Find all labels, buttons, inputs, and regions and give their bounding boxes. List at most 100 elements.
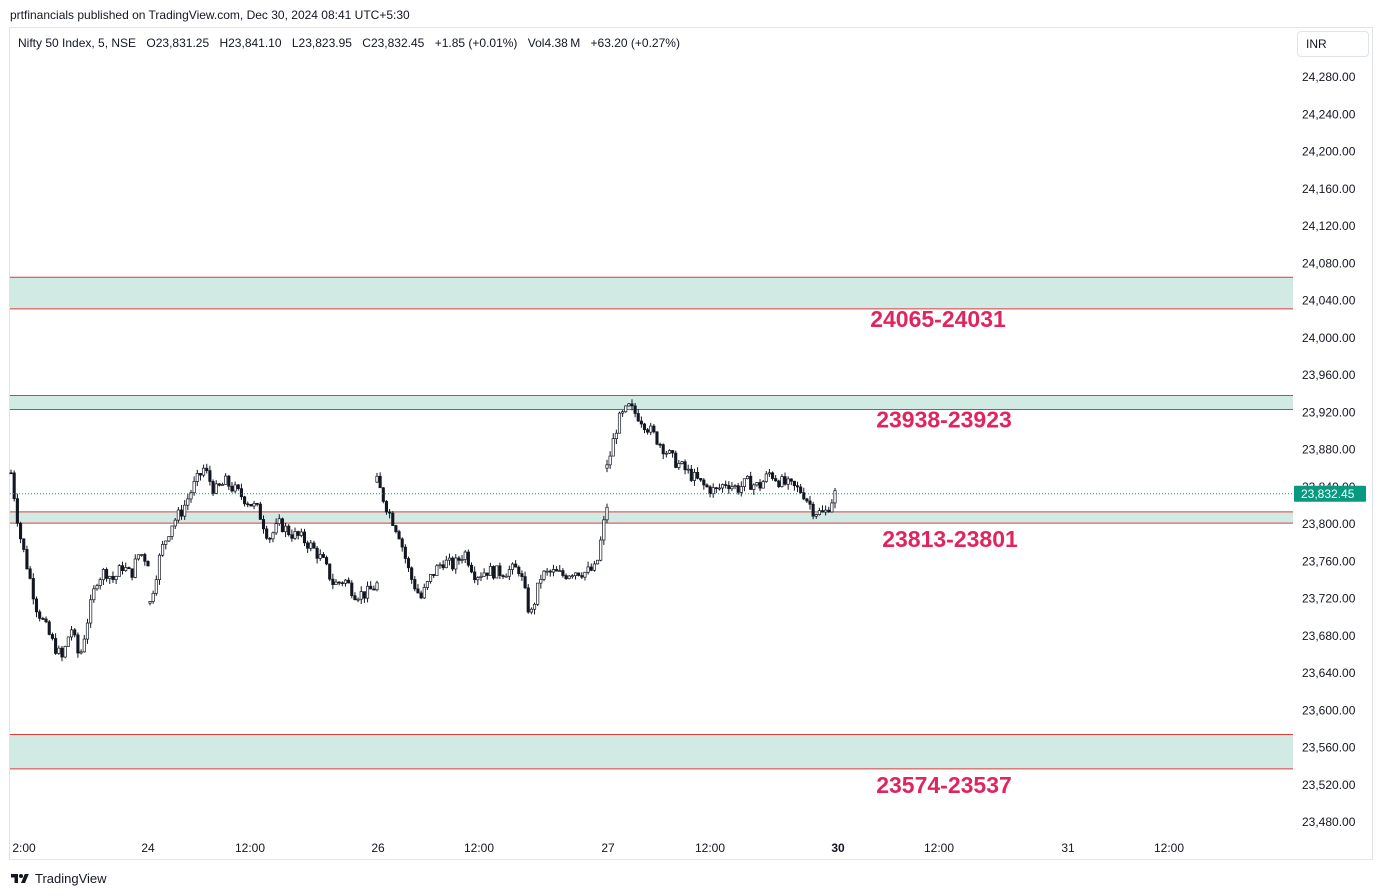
zone-label: 23938-23923	[876, 406, 1012, 432]
zone-label: 24065-24031	[870, 306, 1006, 332]
x-tick-label: 12:00	[695, 841, 725, 855]
candle-body	[274, 523, 278, 534]
candle-body	[63, 646, 67, 658]
x-tick-label: 30	[831, 841, 845, 855]
candle-body	[611, 438, 615, 457]
candle-body	[146, 560, 150, 567]
candle-body	[595, 559, 600, 565]
candle-body	[498, 565, 502, 576]
candle-body	[164, 540, 168, 545]
candle-body	[567, 575, 571, 579]
candle-body	[507, 569, 511, 577]
candle-body	[736, 485, 740, 493]
candle-body	[671, 450, 675, 454]
candle-body	[454, 557, 458, 570]
footer[interactable]: TradingView	[10, 871, 107, 886]
candle-body	[795, 485, 800, 488]
candle-body	[605, 464, 609, 469]
candle-body	[416, 588, 420, 594]
candle-body	[136, 554, 140, 560]
candle-body	[176, 509, 180, 521]
candle-body	[114, 576, 118, 580]
candle-body	[639, 420, 643, 425]
candle-body	[786, 478, 790, 485]
candle-body	[689, 468, 693, 481]
candle-body	[441, 564, 445, 569]
zone-label: 23574-23537	[876, 772, 1012, 798]
candle-body	[233, 484, 237, 492]
y-tick-label: 24,280.00	[1302, 70, 1356, 84]
candle-body	[120, 565, 125, 571]
x-tick-label: 12:00	[464, 841, 494, 855]
candle-body	[230, 485, 234, 492]
candle-body	[460, 559, 464, 561]
candle-body	[312, 542, 316, 549]
candle-body	[811, 503, 815, 517]
candle-body	[224, 475, 228, 485]
candle-body	[391, 512, 395, 526]
candle-body	[833, 490, 837, 504]
y-tick-label: 24,080.00	[1302, 256, 1356, 270]
candle-body	[820, 510, 825, 513]
candle-body	[542, 570, 546, 580]
candle-body	[95, 585, 99, 590]
candle-body	[830, 502, 834, 513]
candle-body	[551, 569, 555, 573]
candle-body	[183, 504, 187, 517]
y-tick-label: 23,600.00	[1302, 703, 1356, 717]
candle-body	[28, 568, 32, 579]
candle-body	[767, 472, 771, 475]
candle-body	[249, 504, 253, 507]
candle-body	[599, 539, 603, 561]
candle-body	[261, 519, 266, 530]
candle-body	[82, 638, 86, 653]
candle-body	[290, 534, 294, 539]
legend-low: L23,823.95	[291, 36, 352, 50]
candle-body	[31, 578, 35, 600]
candle-body	[296, 531, 300, 536]
currency-selector[interactable]: INR	[1297, 31, 1369, 57]
candle-body	[328, 563, 332, 580]
candle-body	[674, 452, 678, 468]
y-tick-label: 23,960.00	[1302, 368, 1356, 382]
tradingview-logo-icon	[11, 873, 29, 883]
current-price-tag	[1294, 485, 1366, 502]
candle-body	[79, 651, 83, 654]
candle-body	[41, 618, 45, 620]
candle-body	[69, 629, 74, 638]
candle-body	[488, 566, 492, 576]
candle-body	[447, 557, 452, 561]
candle-body	[422, 587, 426, 599]
candle-body	[265, 528, 269, 539]
candle-body	[148, 601, 152, 604]
candle-body	[111, 575, 115, 580]
candle-body	[699, 477, 703, 481]
zone-band	[10, 734, 1293, 769]
candle-body	[369, 585, 373, 590]
candle-body	[19, 522, 23, 540]
y-tick-label: 24,200.00	[1302, 145, 1356, 159]
symbol-name: Nifty 50 Index, 5, NSE	[18, 36, 137, 50]
candle-body	[692, 471, 697, 481]
candle-body	[50, 634, 54, 639]
candle-body	[783, 476, 787, 485]
candle-body	[435, 565, 439, 576]
candle-body	[457, 557, 461, 561]
current-price-label: 23,832.45	[1301, 487, 1355, 501]
candle-body	[98, 579, 102, 586]
candle-body	[293, 531, 297, 539]
candle-body	[47, 621, 51, 635]
candle-body	[252, 503, 256, 507]
candle-body	[805, 498, 809, 502]
candle-body	[630, 403, 634, 407]
candle-body	[381, 487, 385, 502]
y-tick-label: 23,720.00	[1302, 592, 1356, 606]
legend-open: O23,831.25	[146, 36, 210, 50]
candle-body	[463, 551, 467, 560]
candle-body	[827, 509, 831, 513]
x-tick-label: 12:00	[1154, 841, 1184, 855]
candle-body	[529, 608, 533, 613]
candle-body	[85, 622, 90, 640]
candle-body	[117, 565, 121, 577]
